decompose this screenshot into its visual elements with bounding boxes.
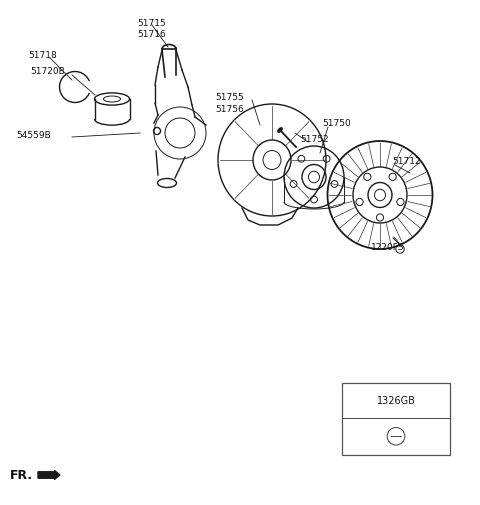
Text: 51752: 51752 (300, 134, 329, 143)
Text: 54559B: 54559B (16, 131, 51, 140)
Text: FR.: FR. (10, 469, 33, 482)
Text: 51755: 51755 (216, 93, 244, 103)
Text: 51756: 51756 (216, 105, 244, 113)
Text: 51715: 51715 (138, 19, 167, 27)
Bar (342, 383, 450, 455)
Text: 1326GB: 1326GB (377, 395, 415, 406)
Text: 51720B: 51720B (30, 66, 65, 75)
FancyArrow shape (38, 471, 60, 480)
Text: 51712: 51712 (392, 157, 420, 166)
Text: 51750: 51750 (322, 119, 351, 128)
Text: 51718: 51718 (28, 52, 57, 61)
Text: 1220FS: 1220FS (371, 243, 405, 252)
Ellipse shape (278, 129, 282, 133)
Text: 51716: 51716 (138, 29, 167, 38)
